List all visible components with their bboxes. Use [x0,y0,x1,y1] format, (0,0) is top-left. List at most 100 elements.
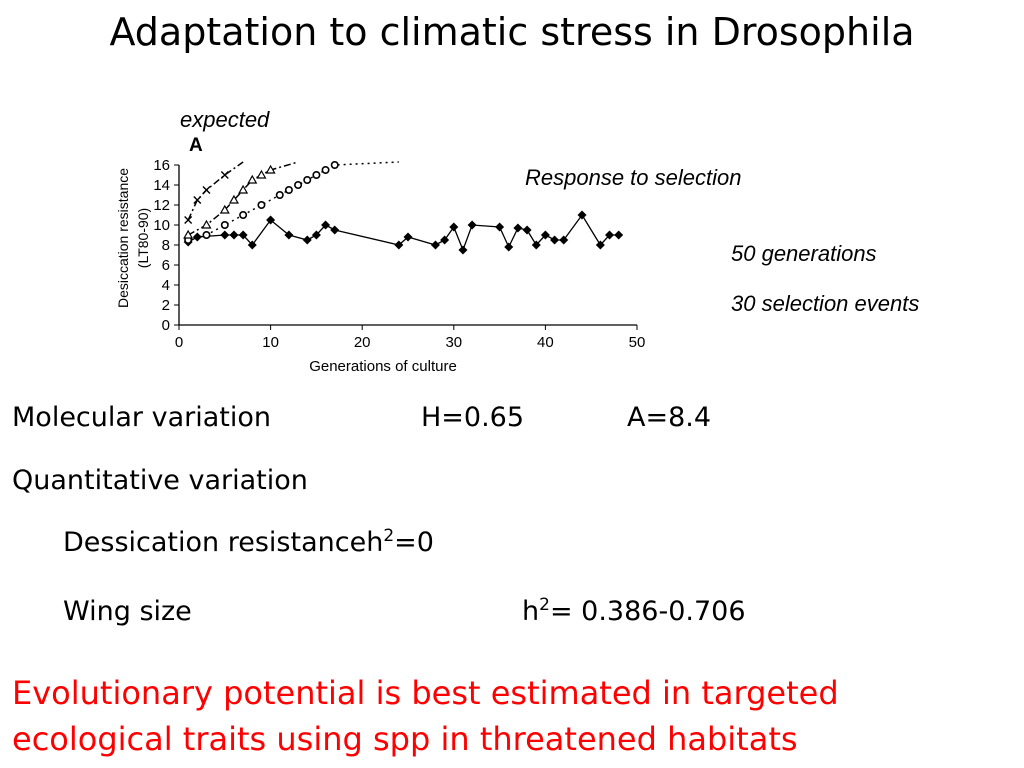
y-tick-label: 14 [153,177,170,194]
data-point-triangle [247,174,258,184]
wing-h-sup: 2 [539,595,550,615]
data-point-circle [275,190,284,199]
data-point-triangle [228,194,239,204]
y-tick-label: 6 [162,257,170,274]
data-point-diamond [595,240,605,250]
data-point-diamond [192,232,202,242]
data-point-circle [284,185,293,194]
data-point-diamond [559,235,569,245]
wing-h: h [522,596,540,627]
data-point-triangle [256,169,267,179]
dessication-label: Dessication resistance [63,527,367,558]
x-tick-label: 20 [354,334,371,351]
x-tick-label: 50 [629,334,646,351]
chart-axes [174,164,638,330]
chart-labels: 0 10 20 30 40 50 0 2 4 6 8 10 12 14 16 Generations of c… [115,135,645,375]
data-point-circle [257,201,266,210]
data-point-diamond [458,245,468,255]
data-point-circle [321,165,330,174]
selection-events-annotation: 30 selection events [731,291,920,316]
data-point-cross [184,216,193,224]
data-point-diamond [550,235,560,245]
y-tick-label: 0 [162,317,170,334]
y-tick-label: 8 [162,237,170,254]
data-point-diamond [229,230,239,240]
x-tick-label: 40 [537,334,554,351]
data-point-diamond [266,215,276,225]
data-point-circle [312,170,321,179]
data-point-circle [202,231,211,240]
data-point-diamond [513,223,523,233]
data-point-cross [193,196,202,204]
data-point-diamond [467,220,477,230]
data-point-diamond [531,240,541,250]
molecular-a-value: A=8.4 [627,402,712,433]
data-point-cross [202,186,211,194]
data-point-diamond [321,220,331,230]
data-point-diamond [220,230,230,240]
y-axis-label: (LT80-90) [135,208,151,268]
conclusion-text: Evolutionary potential is best estimated… [12,670,839,762]
data-point-diamond [284,230,294,240]
data-point-circle [294,180,303,189]
wing-size-label: Wing size [63,596,192,627]
data-point-triangle [265,164,276,174]
data-point-diamond [540,230,550,240]
panel-label: A [189,135,203,156]
data-point-triangle [219,204,230,214]
x-tick-label: 10 [262,334,279,351]
data-point-circle [330,160,339,169]
data-point-diamond [614,230,624,240]
data-point-diamond [522,225,532,235]
response-annotation: Response to selection [525,165,742,190]
data-point-diamond [430,240,440,250]
data-point-diamond [302,235,312,245]
desiccation-chart: 0 10 20 30 40 50 0 2 4 6 8 10 12 14 16 Generations of c… [115,135,645,375]
data-point-diamond [330,225,340,235]
data-point-diamond [440,235,450,245]
series-circle-line [187,161,399,241]
y-tick-label: 2 [162,297,170,314]
dessication-value: =0 [394,527,434,558]
data-point-diamond [394,240,404,250]
x-axis-label: Generations of culture [309,358,457,375]
data-point-diamond [577,210,587,220]
y-tick-label: 12 [153,197,170,214]
data-point-circle [220,221,229,230]
y-tick-label: 4 [162,277,170,294]
data-point-diamond [403,232,413,242]
data-point-diamond [495,222,505,232]
y-axis-label: Desiccation resistance [115,168,131,308]
data-point-diamond [504,242,514,252]
wing-value: = 0.386-0.706 [549,596,746,627]
y-tick-label: 10 [153,217,170,234]
wing-size-heritability: h2= 0.386-0.706 [522,596,746,627]
data-point-triangle [183,229,194,239]
x-tick-label: 0 [175,334,183,351]
data-point-circle [239,211,248,220]
dessication-h: h [366,527,384,558]
series-cross-line [187,161,244,221]
data-point-diamond [247,240,257,250]
conclusion-line-2: ecological traits using spp in threatene… [12,720,798,758]
molecular-variation-label: Molecular variation [12,402,272,433]
data-point-diamond [605,230,615,240]
expected-annotation: expected [180,107,270,132]
dessication-row: Dessication resistanceh2=0 [63,527,434,558]
x-tick-label: 30 [445,334,462,351]
data-point-diamond [311,230,321,240]
molecular-h-value: H=0.65 [421,402,525,433]
data-point-cross [220,171,229,179]
conclusion-line-1: Evolutionary potential is best estimated… [12,674,839,712]
chart-data-marks [183,160,624,255]
slide-title: Adaptation to climatic stress in Drosoph… [109,10,915,54]
generations-annotation: 50 generations [731,241,877,266]
data-point-circle [303,175,312,184]
y-tick-label: 16 [153,157,170,174]
data-point-diamond [238,230,248,240]
dessication-h-sup: 2 [383,526,395,546]
data-point-triangle [238,184,249,194]
data-point-diamond [449,222,459,232]
quantitative-variation-label: Quantitative variation [12,465,308,496]
data-point-triangle [201,219,212,229]
